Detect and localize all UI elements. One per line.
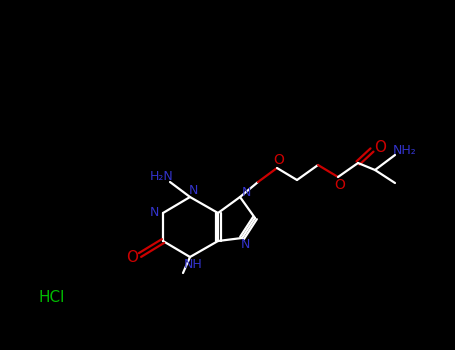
Text: O: O xyxy=(273,153,284,167)
Text: N: N xyxy=(241,186,251,198)
Text: N: N xyxy=(188,184,197,197)
Text: H₂N: H₂N xyxy=(150,169,174,182)
Text: HCl: HCl xyxy=(39,289,65,304)
Text: O: O xyxy=(374,140,386,155)
Text: O: O xyxy=(334,178,345,192)
Text: NH₂: NH₂ xyxy=(393,145,417,158)
Text: N: N xyxy=(240,238,250,252)
Text: O: O xyxy=(126,250,138,265)
Text: N: N xyxy=(149,206,159,219)
Text: NH: NH xyxy=(184,259,202,272)
